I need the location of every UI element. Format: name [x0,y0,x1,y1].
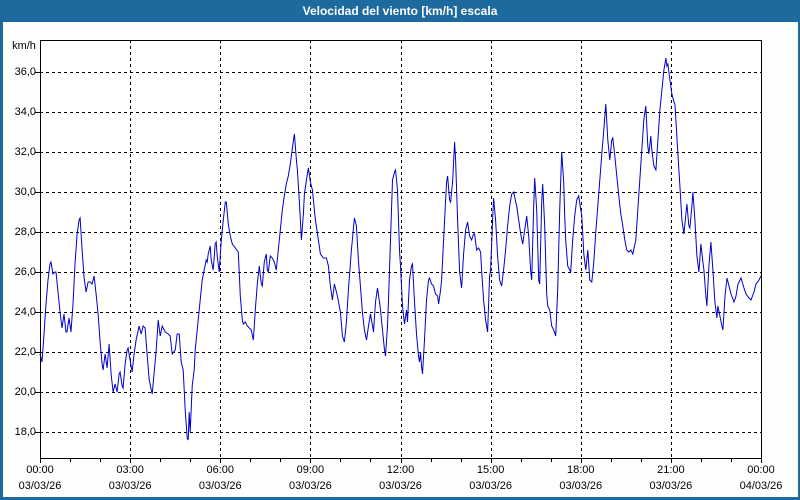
y-tick-label: 32,0 [14,146,36,158]
x-tick-date-label: 04/03/26 [739,480,783,492]
y-tick-label: 34,0 [14,106,36,118]
y-tick-label: 22,0 [14,346,36,358]
y-tick-label: 18,0 [14,426,36,438]
x-tick-date-label: 03/03/26 [108,480,152,492]
window-titlebar: Velocidad del viento [km/h] escala [0,0,800,22]
x-tick-time-label: 21:00 [657,464,685,476]
x-tick-date-label: 03/03/26 [469,480,513,492]
window-border-right [798,0,800,500]
y-tick-label: 28,0 [14,226,36,238]
x-tick-date-label: 03/03/26 [288,480,332,492]
y-tick-label: 30,0 [14,186,36,198]
y-tick-label: 20,0 [14,386,36,398]
x-tick-time-label: 15:00 [476,464,505,476]
x-tick-time-label: 09:00 [296,464,325,476]
window-border-left [0,0,3,500]
x-tick-time-label: 00:00 [26,464,54,476]
window-title: Velocidad del viento [km/h] escala [302,4,498,18]
x-tick-date-label: 03/03/26 [559,480,603,492]
plot-area [40,40,761,458]
window-border-bottom [0,497,800,500]
y-tick-label: 36,0 [14,66,36,78]
plot-frame [40,40,762,459]
x-tick-time-label: 03:00 [116,464,144,476]
y-tick-label: 26,0 [14,266,36,278]
x-tick-time-label: 00:00 [747,464,775,476]
x-tick-date-label: 03/03/26 [379,480,422,492]
x-tick-time-label: 06:00 [206,464,235,476]
x-tick-date-label: 03/03/26 [198,480,242,492]
x-tick-date-label: 03/03/26 [649,480,693,492]
x-tick-time-label: 12:00 [386,464,415,476]
x-tick-date-label: 03/03/26 [18,480,62,492]
y-axis-unit-label: km/h [12,40,36,52]
wind-speed-series-line [39,57,762,441]
x-tick-time-label: 18:00 [566,464,595,476]
y-tick-label: 24,0 [14,306,36,318]
